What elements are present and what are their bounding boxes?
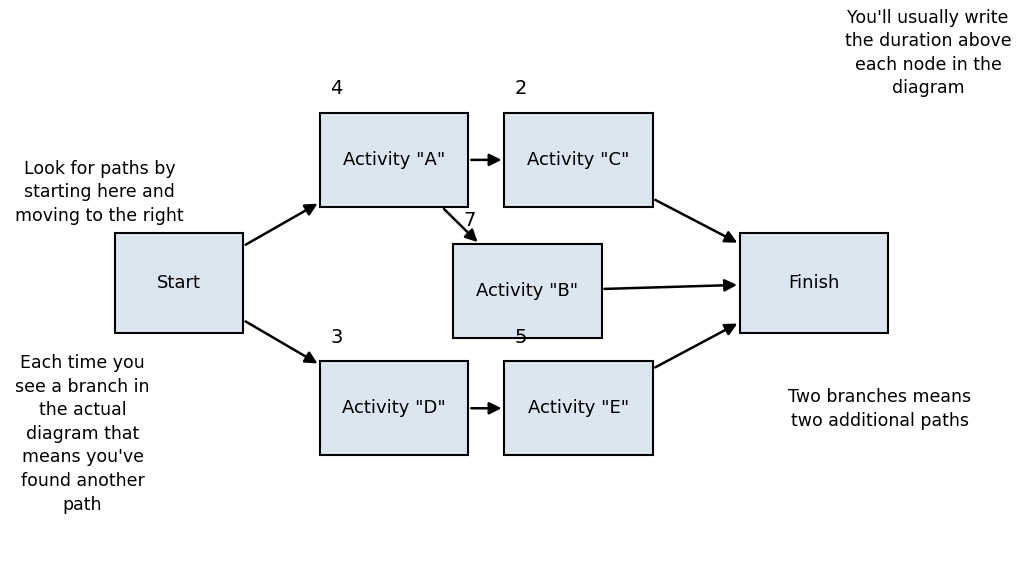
Text: Two branches means
two additional paths: Two branches means two additional paths xyxy=(788,388,972,430)
Text: Activity "A": Activity "A" xyxy=(343,151,445,169)
FancyBboxPatch shape xyxy=(319,113,469,207)
FancyBboxPatch shape xyxy=(115,233,244,332)
Text: Each time you
see a branch in
the actual
diagram that
means you've
found another: Each time you see a branch in the actual… xyxy=(15,354,150,514)
Text: 3: 3 xyxy=(330,328,343,347)
Text: Finish: Finish xyxy=(788,274,840,292)
FancyBboxPatch shape xyxy=(453,244,602,338)
Text: Activity "E": Activity "E" xyxy=(528,399,629,417)
FancyBboxPatch shape xyxy=(739,233,889,332)
Text: Activity "D": Activity "D" xyxy=(342,399,446,417)
Text: 5: 5 xyxy=(514,328,527,347)
Text: Look for paths by
starting here and
moving to the right: Look for paths by starting here and movi… xyxy=(15,160,184,225)
Text: 2: 2 xyxy=(514,79,527,98)
Text: You'll usually write
the duration above
each node in the
diagram: You'll usually write the duration above … xyxy=(845,9,1012,98)
FancyBboxPatch shape xyxy=(504,361,653,456)
FancyBboxPatch shape xyxy=(319,361,469,456)
FancyBboxPatch shape xyxy=(504,113,653,207)
Text: Activity "C": Activity "C" xyxy=(527,151,630,169)
Text: 4: 4 xyxy=(330,79,343,98)
Text: 7: 7 xyxy=(463,211,476,230)
Text: Start: Start xyxy=(158,274,201,292)
Text: Activity "B": Activity "B" xyxy=(476,282,579,300)
